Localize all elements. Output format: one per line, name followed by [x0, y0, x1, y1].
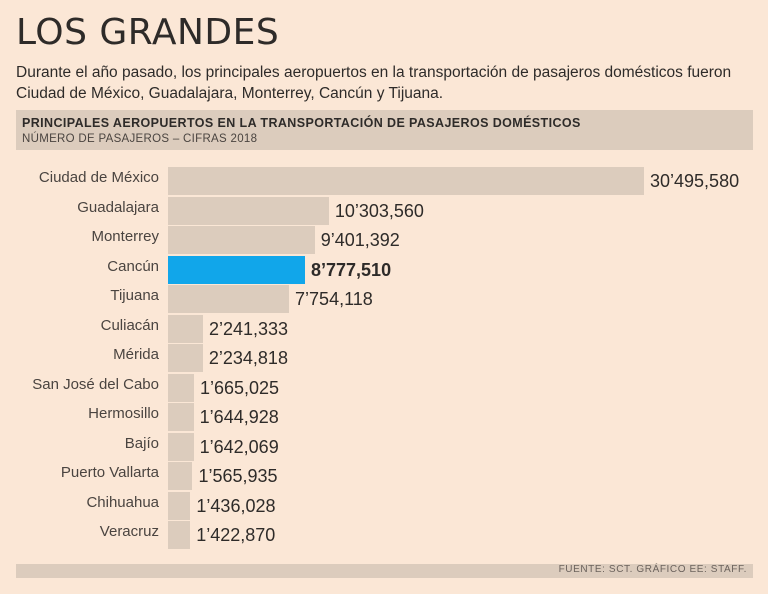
chart-title: PRINCIPALES AEROPUERTOS EN LA TRANSPORTA… [22, 116, 581, 130]
bar-row: Veracruz 1’422,870 [0, 521, 768, 551]
bar-highlighted [168, 255, 305, 284]
page-subtitle: Durante el año pasado, los principales a… [16, 64, 732, 102]
bar-category-label: San José del Cabo [32, 375, 159, 393]
bar-value-label: 8’777,510 [311, 259, 392, 280]
bar-value-label: 7’754,118 [295, 289, 373, 309]
bar-row: Culiacán 2’241,333 [0, 314, 768, 345]
bar-row: Hermosillo 1’644,928 [0, 403, 768, 433]
bar-value-label: 1’422,870 [196, 525, 276, 545]
chart-header: PRINCIPALES AEROPUERTOS EN LA TRANSPORTA… [16, 110, 753, 150]
bar-value-label: 30’495,580 [650, 171, 740, 191]
bar-value-label: 2’241,333 [208, 318, 289, 339]
bar-row: Tijuana 7’754,118 [0, 285, 768, 315]
bar-value-label: 9’401,392 [320, 230, 400, 250]
bar [168, 462, 193, 490]
bar-value-label: 1’642,069 [199, 436, 279, 457]
bar [168, 521, 191, 549]
bar-category-label: Guadalajara [77, 198, 159, 216]
bar-category-label: Bajío [124, 434, 159, 452]
bar-row: Cancún 8’777,510 [0, 255, 768, 286]
bar-row: San José del Cabo 1’665,025 [0, 373, 768, 404]
source-note: FUENTE: SCT. GRÁFICO EE: STAFF. [558, 564, 747, 575]
bar-row: Puerto Vallarta 1’565,935 [0, 462, 768, 492]
bar [168, 196, 329, 225]
bar-value-label: 1’565,935 [198, 466, 278, 486]
bar-category-label: Cancún [107, 257, 159, 275]
bar [168, 491, 191, 520]
bar [168, 432, 194, 461]
bar-category-label: Monterrey [91, 228, 159, 245]
bar [168, 344, 203, 372]
bar-category-label: Mérida [113, 346, 159, 363]
bar [168, 403, 194, 431]
bar-category-label: Tijuana [110, 287, 159, 304]
bar-value-label: 1’665,025 [199, 377, 280, 398]
bar-value-label: 10’303,560 [334, 200, 424, 221]
bar-value-label: 2’234,818 [208, 348, 288, 368]
bar-category-label: Veracruz [99, 523, 159, 540]
bar-category-label: Ciudad de México [38, 169, 159, 186]
bar-category-label: Chihuahua [86, 493, 159, 511]
chart-subtitle: NÚMERO DE PASAJEROS – CIFRAS 2018 [22, 133, 258, 145]
bar-row: Ciudad de México 30’495,580 [0, 167, 768, 197]
bar-category-label: Hermosillo [88, 405, 159, 422]
bar [168, 226, 315, 254]
bar-row: Guadalajara 10’303,560 [0, 196, 768, 227]
footer-bar: FUENTE: SCT. GRÁFICO EE: STAFF. [16, 564, 753, 578]
bar-category-label: Puerto Vallarta [60, 464, 159, 481]
bar-row: Monterrey 9’401,392 [0, 226, 768, 256]
bar [168, 314, 203, 343]
bar [168, 373, 194, 402]
bar-row: Chihuahua 1’436,028 [0, 491, 768, 522]
bar-row: Bajío 1’642,069 [0, 432, 768, 463]
bar [168, 285, 290, 313]
bar [168, 167, 644, 195]
bar-row: Mérida 2’234,818 [0, 344, 768, 374]
bar-value-label: 1’436,028 [196, 495, 276, 516]
bar-value-label: 1’644,928 [199, 407, 279, 427]
page-title: LOS GRANDES [16, 12, 280, 53]
bar-category-label: Culiacán [100, 316, 159, 334]
